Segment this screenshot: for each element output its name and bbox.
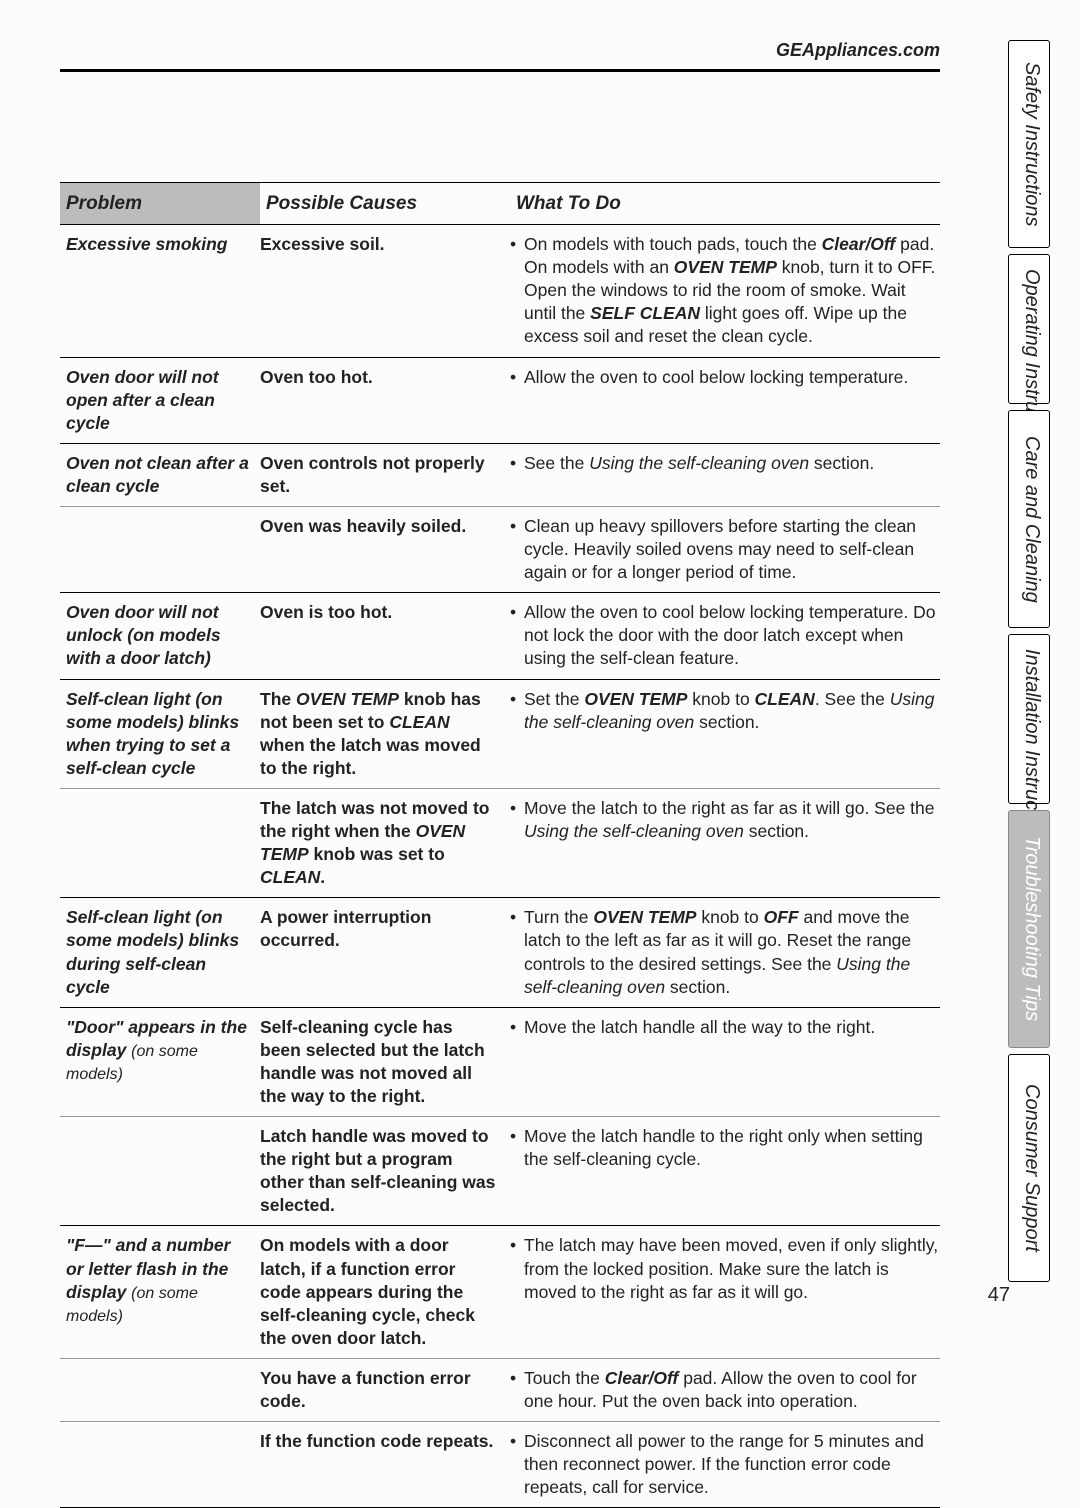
- problem-cell: [60, 1117, 260, 1226]
- cause-cell: Oven is too hot.: [260, 593, 510, 679]
- side-tab[interactable]: Operating Instructions: [1008, 254, 1050, 404]
- col-what-header: What To Do: [510, 183, 940, 225]
- what-cell: •Clean up heavy spillovers before starti…: [510, 507, 940, 593]
- cause-cell: You have a function error code.: [260, 1358, 510, 1421]
- what-cell: •Disconnect all power to the range for 5…: [510, 1422, 940, 1508]
- problem-cell: [60, 1358, 260, 1421]
- side-tab[interactable]: Safety Instructions: [1008, 40, 1050, 248]
- header-url: GEAppliances.com: [60, 40, 940, 72]
- side-tab[interactable]: Care and Cleaning: [1008, 410, 1050, 628]
- problem-cell: Oven not clean after a clean cycle: [60, 443, 260, 506]
- what-cell: •Set the OVEN TEMP knob to CLEAN. See th…: [510, 679, 940, 788]
- what-cell: •See the Using the self-cleaning oven se…: [510, 443, 940, 506]
- problem-cell: Oven door will not open after a clean cy…: [60, 357, 260, 443]
- side-tab[interactable]: Consumer Support: [1008, 1054, 1050, 1282]
- cause-cell: The OVEN TEMP knob has not been set to C…: [260, 679, 510, 788]
- col-cause-header: Possible Causes: [260, 183, 510, 225]
- side-tab[interactable]: Installation Instructions: [1008, 634, 1050, 804]
- problem-cell: [60, 1422, 260, 1508]
- what-cell: •Allow the oven to cool below locking te…: [510, 593, 940, 679]
- problem-cell: "F—" and a number or letter flash in the…: [60, 1226, 260, 1358]
- what-cell: •Move the latch handle all the way to th…: [510, 1007, 940, 1116]
- what-cell: •The latch may have been moved, even if …: [510, 1226, 940, 1358]
- troubleshooting-table: Problem Possible Causes What To Do Exces…: [60, 182, 940, 1508]
- cause-cell: Latch handle was moved to the right but …: [260, 1117, 510, 1226]
- cause-cell: Excessive soil.: [260, 225, 510, 357]
- problem-cell: Excessive smoking: [60, 225, 260, 357]
- problem-cell: [60, 507, 260, 593]
- what-cell: •Move the latch to the right as far as i…: [510, 788, 940, 897]
- what-cell: •On models with touch pads, touch the Cl…: [510, 225, 940, 357]
- cause-cell: If the function code repeats.: [260, 1422, 510, 1508]
- problem-cell: "Door" appears in the display (on some m…: [60, 1007, 260, 1116]
- cause-cell: On models with a door latch, if a functi…: [260, 1226, 510, 1358]
- page-number: 47: [988, 1284, 1010, 1307]
- side-tab[interactable]: Troubleshooting Tips: [1008, 810, 1050, 1048]
- what-cell: •Move the latch handle to the right only…: [510, 1117, 940, 1226]
- cause-cell: Self-cleaning cycle has been selected bu…: [260, 1007, 510, 1116]
- problem-cell: Self-clean light (on some models) blinks…: [60, 898, 260, 1007]
- what-cell: •Turn the OVEN TEMP knob to OFF and move…: [510, 898, 940, 1007]
- what-cell: •Touch the Clear/Off pad. Allow the oven…: [510, 1358, 940, 1421]
- problem-cell: Self-clean light (on some models) blinks…: [60, 679, 260, 788]
- side-tabs: Safety Instructions Operating Instruction…: [1008, 40, 1050, 1288]
- cause-cell: The latch was not moved to the right whe…: [260, 788, 510, 897]
- cause-cell: A power interruption occurred.: [260, 898, 510, 1007]
- problem-cell: Oven door will not unlock (on models wit…: [60, 593, 260, 679]
- cause-cell: Oven was heavily soiled.: [260, 507, 510, 593]
- cause-cell: Oven controls not properly set.: [260, 443, 510, 506]
- cause-cell: Oven too hot.: [260, 357, 510, 443]
- what-cell: •Allow the oven to cool below locking te…: [510, 357, 940, 443]
- problem-cell: [60, 788, 260, 897]
- col-problem-header: Problem: [60, 183, 260, 225]
